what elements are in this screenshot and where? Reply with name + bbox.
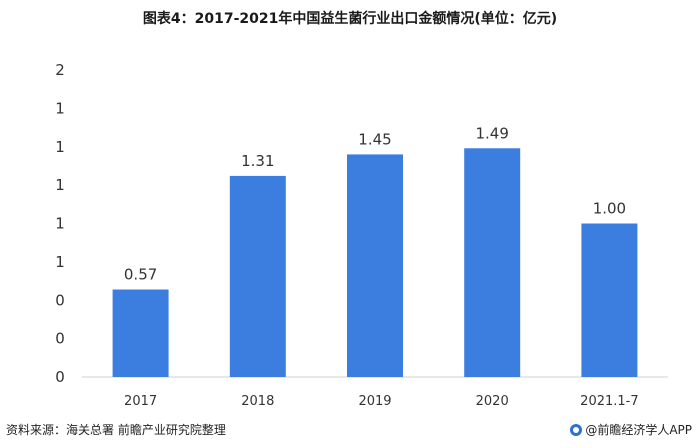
bar bbox=[229, 175, 286, 377]
bar bbox=[581, 223, 638, 377]
x-tick-label: 2018 bbox=[241, 394, 274, 409]
brand-logo-icon bbox=[570, 423, 583, 436]
x-tick-label: 2021.1-7 bbox=[580, 394, 638, 409]
data-label: 1.49 bbox=[475, 124, 508, 142]
bar bbox=[112, 289, 169, 377]
y-tick-label: 1 bbox=[55, 99, 65, 117]
chart-title: 图表4：2017-2021年中国益生菌行业出口金额情况(单位：亿元) bbox=[142, 11, 558, 27]
x-tick-label: 2019 bbox=[358, 394, 391, 409]
y-axis-ticks: 0 0 0 1 1 1 1 1 2 bbox=[55, 61, 65, 386]
bars-group: 0.57 1.31 1.45 1.49 1.00 bbox=[112, 124, 638, 377]
data-label: 1.31 bbox=[241, 152, 274, 170]
data-label: 0.57 bbox=[124, 266, 157, 284]
y-tick-label: 0 bbox=[55, 330, 65, 348]
source-note: 资料来源：海关总署 前瞻产业研究院整理 bbox=[6, 423, 226, 437]
bar bbox=[347, 154, 403, 377]
y-tick-label: 1 bbox=[55, 253, 65, 271]
data-label: 1.45 bbox=[358, 130, 391, 148]
brand-footer: @前瞻经济学人APP bbox=[570, 421, 692, 438]
y-tick-label: 0 bbox=[55, 368, 65, 386]
x-tick-label: 2017 bbox=[124, 394, 157, 409]
y-tick-label: 0 bbox=[55, 291, 65, 309]
x-tick-label: 2020 bbox=[476, 394, 509, 409]
y-tick-label: 1 bbox=[55, 176, 65, 194]
data-label: 1.00 bbox=[593, 200, 626, 218]
brand-text: @前瞻经济学人APP bbox=[585, 423, 692, 437]
y-tick-label: 1 bbox=[55, 215, 65, 233]
bar bbox=[464, 148, 521, 377]
y-tick-label: 2 bbox=[55, 61, 65, 79]
x-axis-ticks: 2017 2018 2019 2020 2021.1-7 bbox=[124, 394, 639, 409]
y-tick-label: 1 bbox=[55, 138, 65, 156]
